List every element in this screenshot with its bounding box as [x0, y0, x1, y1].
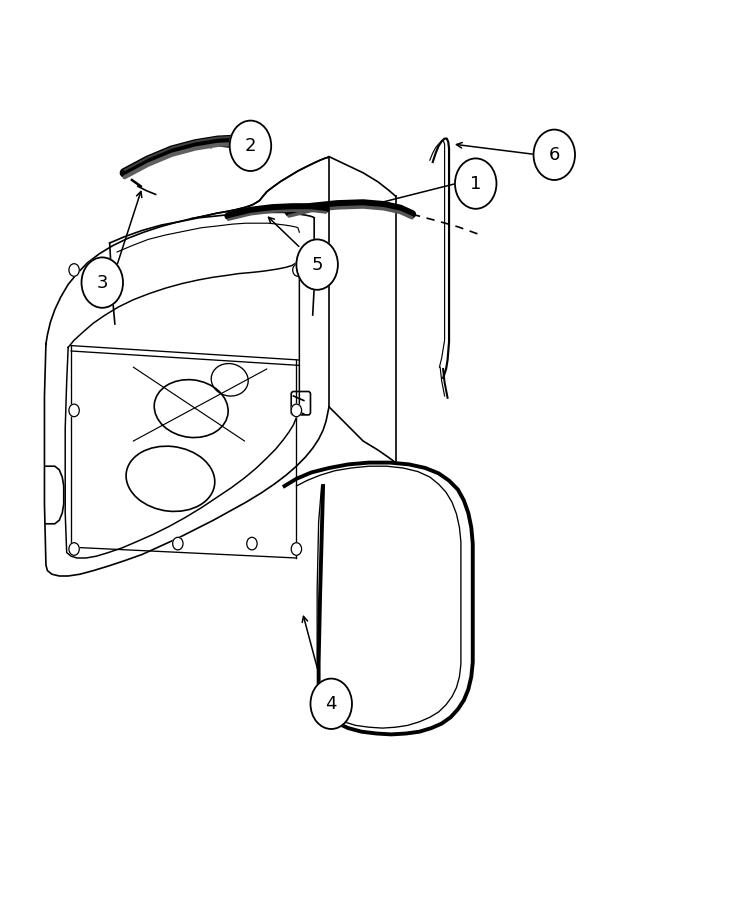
Circle shape — [296, 239, 338, 290]
Text: 1: 1 — [470, 175, 482, 193]
Circle shape — [291, 543, 302, 555]
Text: 3: 3 — [96, 274, 108, 292]
Circle shape — [173, 537, 183, 550]
Circle shape — [82, 257, 123, 308]
Circle shape — [291, 404, 302, 417]
Circle shape — [230, 121, 271, 171]
Circle shape — [293, 264, 303, 276]
Text: 6: 6 — [548, 146, 560, 164]
Circle shape — [534, 130, 575, 180]
Text: 5: 5 — [311, 256, 323, 274]
Circle shape — [310, 679, 352, 729]
Circle shape — [69, 543, 79, 555]
Circle shape — [455, 158, 496, 209]
Circle shape — [69, 264, 79, 276]
Circle shape — [69, 404, 79, 417]
Text: 4: 4 — [325, 695, 337, 713]
Text: 2: 2 — [245, 137, 256, 155]
Circle shape — [247, 537, 257, 550]
